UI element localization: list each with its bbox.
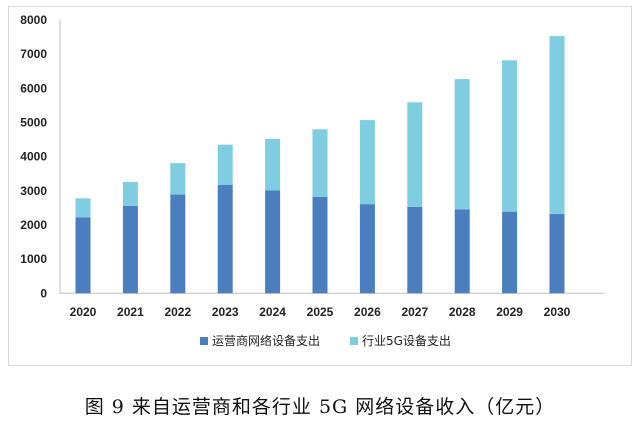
legend-label: 行业5G设备支出 (362, 334, 451, 348)
bar-operator-2030 (549, 214, 565, 294)
x-tick-label: 2022 (164, 305, 191, 319)
x-tick-label: 2025 (307, 305, 334, 319)
y-tick-label: 5000 (20, 115, 47, 129)
y-tick-label: 7000 (20, 47, 47, 61)
bar-industry-2025 (312, 129, 328, 197)
bar-operator-2022 (170, 194, 186, 294)
bar-industry-2028 (454, 79, 470, 210)
x-tick-label: 2028 (449, 305, 476, 319)
bar-industry-2027 (407, 102, 423, 207)
bar-operator-2023 (217, 185, 233, 294)
bar-industry-2024 (265, 138, 281, 191)
bar-operator-2029 (502, 211, 518, 294)
y-tick-label: 3000 (20, 184, 47, 198)
legend-label: 运营商网络设备支出 (212, 333, 320, 348)
bar-operator-2020 (75, 217, 91, 294)
x-tick-label: 2030 (544, 305, 571, 319)
x-tick-label: 2029 (496, 305, 523, 319)
bar-industry-2023 (217, 144, 233, 186)
bar-operator-2026 (359, 204, 375, 294)
bar-operator-2028 (454, 209, 470, 294)
y-tick-label: 8000 (20, 13, 47, 27)
y-tick-label: 6000 (20, 81, 47, 95)
bar-industry-2022 (170, 163, 186, 195)
x-tick-label: 2023 (212, 305, 239, 319)
x-tick-label: 2020 (70, 305, 97, 319)
chart-frame (8, 6, 632, 366)
bar-industry-2030 (549, 36, 565, 215)
bar-industry-2029 (502, 60, 518, 212)
bar-operator-2027 (407, 206, 423, 294)
legend-swatch (200, 337, 208, 345)
x-tick-label: 2021 (117, 305, 144, 319)
legend-swatch (350, 337, 358, 345)
bar-industry-2026 (359, 120, 375, 205)
x-tick-label: 2024 (259, 305, 286, 319)
x-tick-label: 2027 (401, 305, 428, 319)
bar-industry-2020 (75, 198, 91, 218)
y-tick-label: 4000 (20, 150, 47, 164)
bar-industry-2021 (122, 181, 138, 206)
bar-operator-2021 (122, 205, 138, 294)
y-tick-label: 2000 (20, 218, 47, 232)
stacked-bar-chart: 0 1000 2000 3000 4000 5000 6000 7000 8000 2020 202… (20, 13, 605, 348)
y-tick-label: 0 (40, 286, 47, 300)
bar-operator-2024 (265, 190, 281, 294)
y-tick-label: 1000 (20, 252, 47, 266)
x-tick-label: 2026 (354, 305, 381, 319)
bar-operator-2025 (312, 196, 328, 294)
figure-caption: 图 9 来自运营商和各行业 5G 网络设备收入（亿元） (84, 396, 556, 418)
